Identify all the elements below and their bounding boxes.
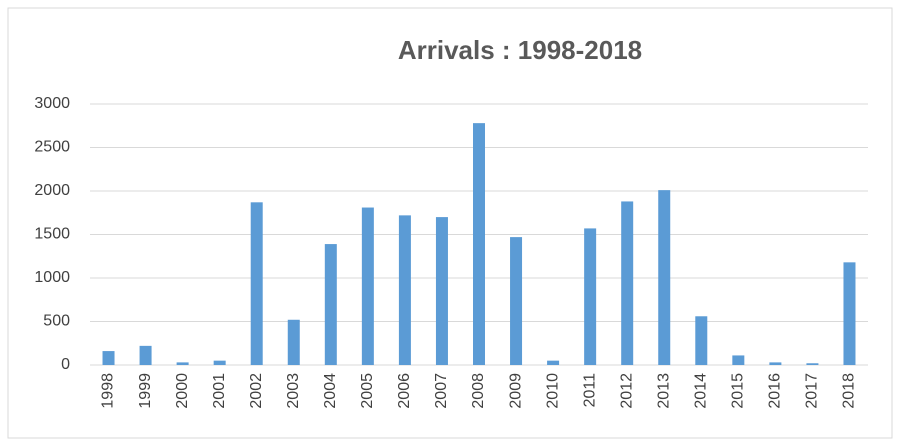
x-tick-label: 2016 (767, 373, 784, 409)
x-tick-label: 2000 (174, 373, 191, 409)
bar (102, 351, 115, 365)
bar (398, 215, 411, 365)
x-tick-label: 1998 (100, 373, 117, 409)
bar (139, 345, 152, 365)
bar (435, 217, 448, 365)
x-tick-label: 2013 (655, 373, 672, 409)
y-tick-label: 3000 (34, 95, 70, 112)
bar (732, 355, 745, 365)
y-tick-label: 1500 (34, 226, 70, 243)
x-tick-label: 2004 (322, 373, 339, 409)
bar (287, 319, 300, 365)
bar (510, 237, 523, 365)
x-tick-label: 2001 (211, 373, 228, 409)
x-tick-label: 2018 (841, 373, 858, 409)
x-tick-label: 1999 (137, 373, 154, 409)
bar (473, 123, 485, 365)
x-tick-label: 2005 (359, 373, 376, 409)
x-tick-label: 2012 (618, 373, 635, 409)
x-tick-label: 2010 (544, 373, 561, 409)
y-tick-label: 2000 (34, 182, 70, 199)
bar (547, 360, 560, 365)
bar (584, 228, 597, 365)
y-tick-label: 500 (43, 313, 70, 330)
y-tick-label: 0 (61, 356, 70, 373)
bar (843, 262, 856, 365)
bar (621, 201, 634, 365)
bar (769, 362, 782, 365)
x-tick-label: 2003 (285, 373, 302, 409)
bar (695, 316, 708, 365)
y-tick-label: 2500 (34, 139, 70, 156)
x-tick-label: 2015 (730, 373, 747, 409)
x-tick-label: 2007 (433, 373, 450, 409)
bar (176, 362, 189, 365)
bar (658, 190, 671, 365)
bar (213, 360, 226, 365)
x-tick-label: 2006 (396, 373, 413, 409)
chart-title: Arrivals : 1998-2018 (398, 35, 642, 65)
x-tick-label: 2008 (470, 373, 487, 409)
x-tick-label: 2017 (804, 373, 821, 409)
x-tick-label: 2014 (693, 373, 710, 409)
bar (250, 202, 263, 365)
bar (324, 244, 337, 365)
y-tick-label: 1000 (34, 269, 70, 286)
bar (361, 207, 374, 365)
bar (806, 363, 819, 365)
chart-border (7, 7, 893, 439)
x-tick-label: 2002 (248, 373, 265, 409)
x-tick-label: 2011 (581, 373, 598, 408)
x-tick-label: 2009 (507, 373, 524, 409)
